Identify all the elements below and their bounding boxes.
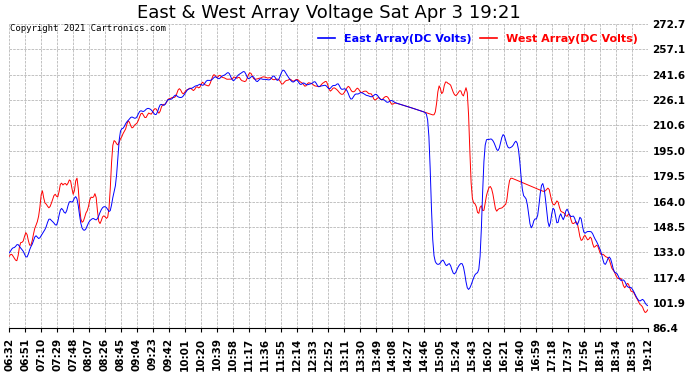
Legend: East Array(DC Volts), West Array(DC Volts): East Array(DC Volts), West Array(DC Volt… [314, 29, 642, 48]
Title: East & West Array Voltage Sat Apr 3 19:21: East & West Array Voltage Sat Apr 3 19:2… [137, 4, 520, 22]
Text: Copyright 2021 Cartronics.com: Copyright 2021 Cartronics.com [10, 24, 166, 33]
